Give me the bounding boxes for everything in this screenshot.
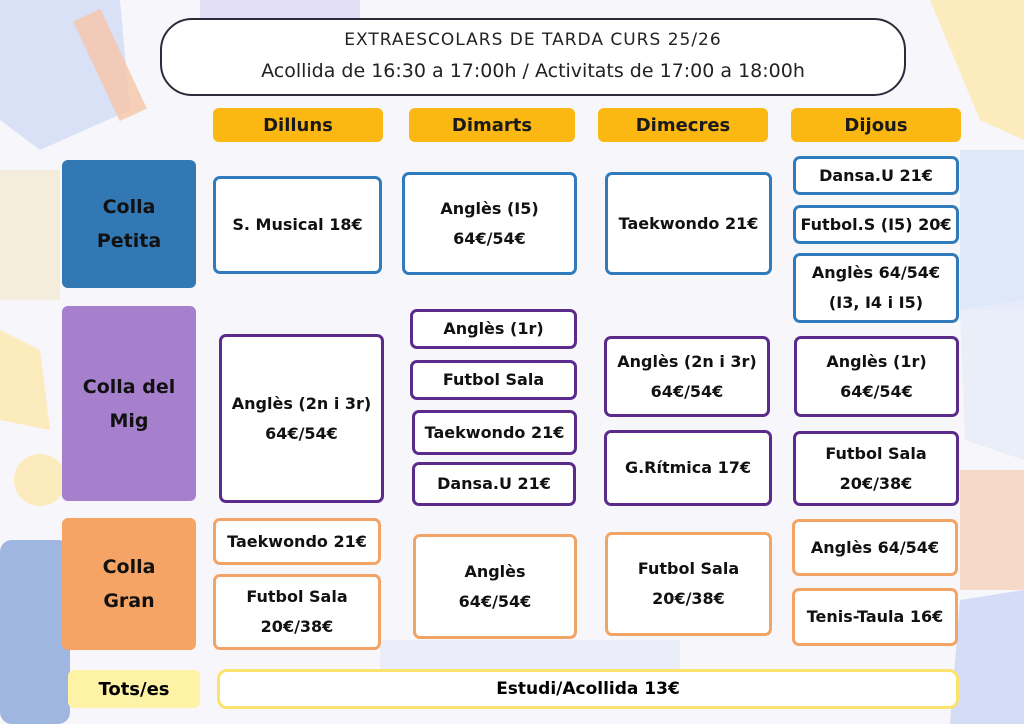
day-header-dimecres: Dimecres (598, 108, 768, 142)
activity-cell: S. Musical 18€ (213, 176, 382, 274)
activity-cell: Anglès 64€/54€ (413, 534, 577, 639)
activity-cell: Futbol Sala 20€/38€ (793, 431, 959, 506)
activity-price: 20€/38€ (652, 589, 725, 608)
activity-cell: G.Rítmica 17€ (604, 430, 772, 506)
activity-name: Taekwondo 21€ (618, 213, 759, 233)
activity-cell: Futbol Sala 20€/38€ (213, 574, 381, 650)
activity-price: 20€/38€ (839, 473, 913, 493)
activity-name: S. Musical 18€ (232, 215, 363, 234)
activity-name: Anglès 64/54€ (811, 263, 941, 282)
activity-cell: Anglès (2n i 3r) 64€/54€ (604, 336, 770, 417)
day-header-dijous: Dijous (791, 108, 961, 142)
activity-cell: Futbol Sala 20€/38€ (605, 532, 772, 636)
activity-name: Anglès 64/54€ (810, 537, 940, 557)
activity-cell: Taekwondo 21€ (412, 410, 577, 455)
activity-name: Taekwondo 21€ (227, 531, 367, 551)
activity-name: Dansa.U 21€ (437, 474, 551, 493)
activity-name: Anglès (2n i 3r) (617, 351, 757, 371)
activity-cell: Futbol Sala (410, 360, 577, 400)
group-label: Colla Petita (96, 196, 162, 252)
activity-name: Futbol Sala (637, 559, 740, 578)
activity-price: 64€/54€ (453, 228, 526, 248)
activity-price: 20€/38€ (260, 617, 334, 636)
activity-name: Anglès (I5) (440, 198, 539, 218)
activity-name: Anglès (1r) (826, 351, 927, 371)
activity-name: Futbol.S (I5) 20€ (800, 214, 952, 234)
activity-cell: Anglès (I5) 64€/54€ (402, 172, 577, 275)
activity-name: Futbol Sala (825, 443, 927, 463)
activity-name: Anglès (1r) (443, 319, 544, 338)
activity-cell: Dansa.U 21€ (793, 156, 959, 195)
activity-name: G.Rítmica 17€ (624, 458, 752, 477)
activity-cell: Futbol.S (I5) 20€ (793, 205, 959, 244)
title: EXTRAESCOLARS DE TARDA CURS 25/26 (344, 30, 722, 50)
activity-name: Anglès (464, 561, 526, 581)
activity-price: 64€/54€ (650, 381, 724, 401)
activity-cell: Taekwondo 21€ (605, 172, 772, 275)
activity-cell: Dansa.U 21€ (412, 462, 576, 506)
group-label: Colla del Mig (82, 375, 176, 432)
activity-name: Tenis-Taula 16€ (806, 607, 944, 626)
activity-price: 64€/54€ (265, 423, 338, 443)
group-colla-petita: Colla Petita (62, 160, 196, 288)
day-header-dilluns: Dilluns (213, 108, 383, 142)
activity-cell: Anglès (2n i 3r) 64€/54€ (219, 334, 384, 503)
activity-price: 64€/54€ (458, 591, 532, 611)
activity-cell: Anglès 64/54€ (I3, I4 i I5) (793, 253, 959, 323)
activity-cell: Anglès 64/54€ (792, 519, 958, 576)
activity-estudi-acollida: Estudi/Acollida 13€ (217, 669, 959, 709)
schedule-hours: Acollida de 16:30 a 17:00h / Activitats … (261, 60, 805, 82)
activity-name: Taekwondo 21€ (424, 422, 565, 442)
activity-name: Futbol Sala (246, 587, 348, 606)
day-header-dimarts: Dimarts (409, 108, 575, 142)
group-tots-es: Tots/es (68, 670, 200, 708)
activity-cell: Tenis-Taula 16€ (792, 588, 958, 646)
activity-name: Futbol Sala (442, 370, 545, 389)
activity-cell: Taekwondo 21€ (213, 518, 381, 565)
activity-price: 64€/54€ (840, 381, 913, 401)
title-banner: EXTRAESCOLARS DE TARDA CURS 25/26 Acolli… (160, 18, 906, 96)
activity-name: Dansa.U 21€ (819, 165, 933, 185)
group-colla-gran: Colla Gran (62, 518, 196, 650)
group-label: Colla Gran (102, 556, 156, 612)
activity-detail: (I3, I4 i I5) (828, 293, 924, 312)
activity-cell: Anglès (1r) (410, 309, 577, 349)
activity-cell: Anglès (1r) 64€/54€ (794, 336, 959, 417)
activity-name: Anglès (2n i 3r) (231, 393, 372, 413)
group-colla-mig: Colla del Mig (62, 306, 196, 501)
